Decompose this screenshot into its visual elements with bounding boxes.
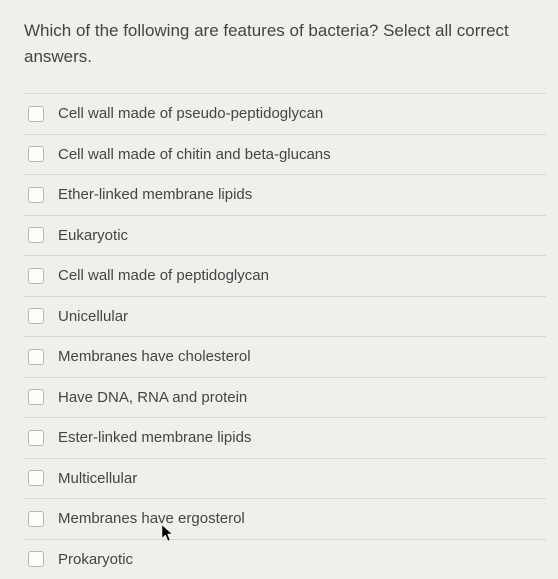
answer-option[interactable]: Membranes have ergosterol [24,498,546,539]
answer-label: Membranes have cholesterol [58,347,251,367]
question-prompt: Which of the following are features of b… [24,18,546,69]
checkbox-icon[interactable] [28,389,44,405]
checkbox-icon[interactable] [28,106,44,122]
answer-label: Multicellular [58,469,137,489]
answer-label: Cell wall made of peptidoglycan [58,266,269,286]
answer-option[interactable]: Ether-linked membrane lipids [24,174,546,215]
checkbox-icon[interactable] [28,187,44,203]
answer-option[interactable]: Cell wall made of pseudo-peptidoglycan [24,93,546,134]
checkbox-icon[interactable] [28,470,44,486]
checkbox-icon[interactable] [28,430,44,446]
answer-list: Cell wall made of pseudo-peptidoglycan C… [24,93,546,579]
answer-label: Unicellular [58,307,128,327]
answer-label: Cell wall made of pseudo-peptidoglycan [58,104,323,124]
answer-label: Membranes have ergosterol [58,509,245,529]
checkbox-icon[interactable] [28,268,44,284]
checkbox-icon[interactable] [28,146,44,162]
answer-label: Ether-linked membrane lipids [58,185,252,205]
answer-option[interactable]: Have DNA, RNA and protein [24,377,546,418]
checkbox-icon[interactable] [28,551,44,567]
answer-label: Have DNA, RNA and protein [58,388,247,408]
answer-option[interactable]: Eukaryotic [24,215,546,256]
answer-label: Eukaryotic [58,226,128,246]
checkbox-icon[interactable] [28,349,44,365]
answer-label: Ester-linked membrane lipids [58,428,251,448]
checkbox-icon[interactable] [28,227,44,243]
checkbox-icon[interactable] [28,511,44,527]
answer-option[interactable]: Unicellular [24,296,546,337]
answer-option[interactable]: Cell wall made of chitin and beta-glucan… [24,134,546,175]
answer-option[interactable]: Cell wall made of peptidoglycan [24,255,546,296]
answer-option[interactable]: Prokaryotic [24,539,546,579]
answer-option[interactable]: Multicellular [24,458,546,499]
checkbox-icon[interactable] [28,308,44,324]
answer-option[interactable]: Ester-linked membrane lipids [24,417,546,458]
answer-label: Prokaryotic [58,550,133,570]
answer-option[interactable]: Membranes have cholesterol [24,336,546,377]
answer-label: Cell wall made of chitin and beta-glucan… [58,145,331,165]
